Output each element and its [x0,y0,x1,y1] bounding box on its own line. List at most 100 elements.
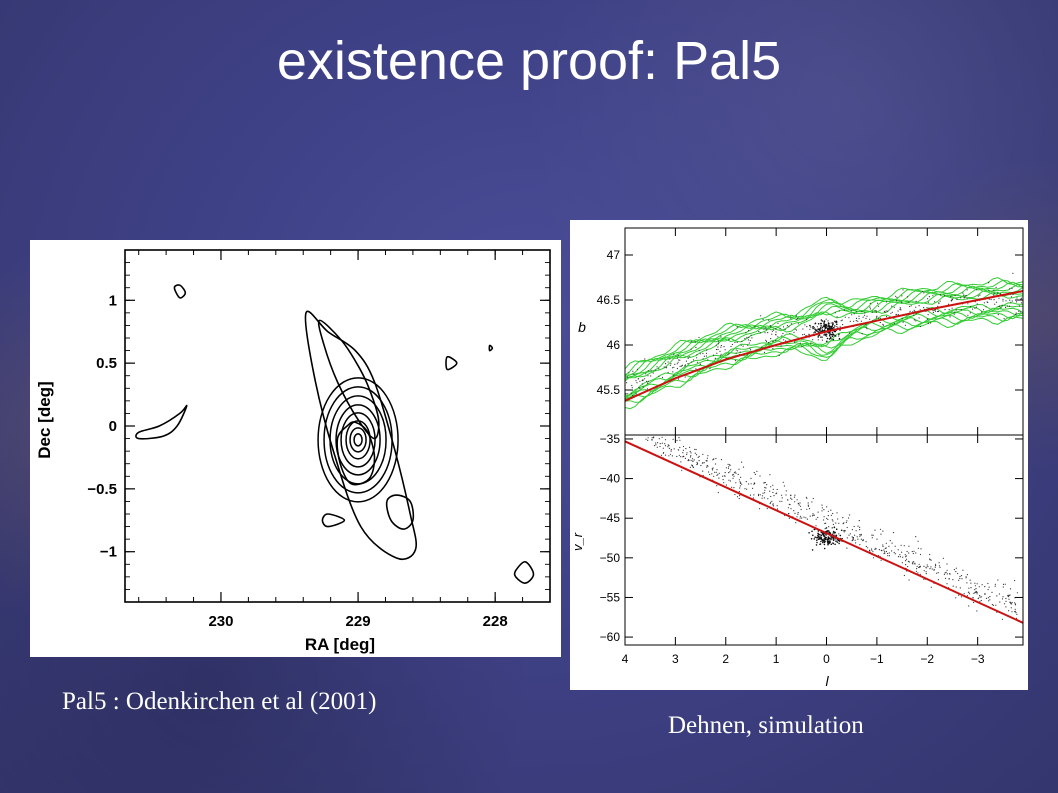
cluster-particle [827,322,830,324]
stream-particle [736,341,738,343]
cluster-velocity-particle [830,537,833,539]
cluster-velocity-particle [828,542,830,544]
velocity-particle [938,562,940,564]
stream-particle [851,314,853,316]
cluster-velocity-particle [820,540,822,543]
cluster-velocity-particle [833,526,836,529]
velocity-particle [766,507,768,510]
stream-particle [863,314,866,316]
cluster-particle [817,323,820,325]
velocity-particle [715,471,717,473]
stream-particle [764,327,766,329]
cluster-velocity-particle [817,534,819,537]
velocity-particle [783,485,785,487]
velocity-particle [706,460,708,462]
velocity-particle [935,564,937,567]
velocity-particle [817,511,819,513]
velocity-particle [766,484,768,486]
velocity-particle [998,593,1000,595]
velocity-particle [842,517,844,519]
velocity-particle [798,504,800,506]
velocity-particle [732,477,734,479]
stream-particle [869,318,871,320]
stream-particle [909,305,911,308]
stream-particle [885,301,888,303]
stream-particle [1019,311,1021,313]
bottom-x-tick-label: −2 [920,652,934,666]
cluster-velocity-particle [823,535,826,537]
stream-particle [939,300,941,302]
velocity-particle [694,452,696,454]
stream-particle [853,313,855,315]
velocity-particle [821,507,823,509]
stream-particle [950,300,952,302]
stream-particle [763,328,765,330]
velocity-particle [764,481,766,484]
stream-particle [827,320,829,322]
velocity-particle [753,483,755,485]
stream-particle [782,326,785,328]
velocity-particle [796,499,798,501]
velocity-particle [857,538,859,540]
stream-particle [909,310,911,312]
stream-particle [642,386,644,388]
velocity-particle [672,438,674,440]
cluster-velocity-particle [819,543,821,546]
cluster-particle [824,333,827,336]
velocity-particle [807,502,809,504]
velocity-particle [817,516,819,519]
stream-particle [985,306,987,308]
cluster-particle [830,333,833,336]
stream-particle [999,293,1002,295]
velocity-particle [865,541,867,543]
stream-particle [677,354,679,356]
velocity-particle [660,454,663,456]
velocity-particle [781,494,783,496]
velocity-particle [770,501,772,503]
stream-particle [806,326,808,328]
velocity-particle [659,443,661,445]
velocity-particle [1009,602,1011,604]
velocity-particle [658,438,660,440]
stream-particle [775,333,777,336]
stream-particle [695,346,697,349]
stream-particle [819,330,821,332]
stream-particle [760,315,762,317]
velocity-particle [809,515,811,517]
velocity-particle [813,514,815,516]
stream-particle [878,317,880,319]
velocity-particle [862,540,864,542]
velocity-particle [1002,583,1005,585]
stream-particle [784,329,786,331]
stream-particle [934,309,937,311]
stream-particle [717,343,720,345]
contour-line [135,404,188,440]
stream-particle [956,298,958,300]
stream-particle [715,344,717,346]
orbit-fit-line [625,290,1023,402]
velocity-particle [712,467,714,469]
velocity-particle [948,578,950,580]
velocity-particle [709,473,711,476]
velocity-particle [678,437,680,439]
velocity-particle [887,552,889,555]
stream-particle [988,289,990,291]
stream-particle [673,353,675,355]
velocity-particle [758,508,761,510]
velocity-particle [836,512,838,514]
velocity-particle [738,479,740,481]
stream-particle [669,364,671,366]
stream-particle [1006,305,1009,307]
stream-particle [901,295,903,297]
velocity-particle [724,472,726,474]
bottom-y-tick-label: −45 [600,511,621,525]
velocity-particle [838,533,840,535]
velocity-particle [734,471,736,473]
cluster-particle [826,340,828,343]
velocity-particle [787,507,789,509]
stream-particle [794,341,796,343]
stream-particle [644,358,646,360]
velocity-particle [904,554,906,556]
stream-particle [962,292,964,294]
velocity-particle [806,518,808,520]
